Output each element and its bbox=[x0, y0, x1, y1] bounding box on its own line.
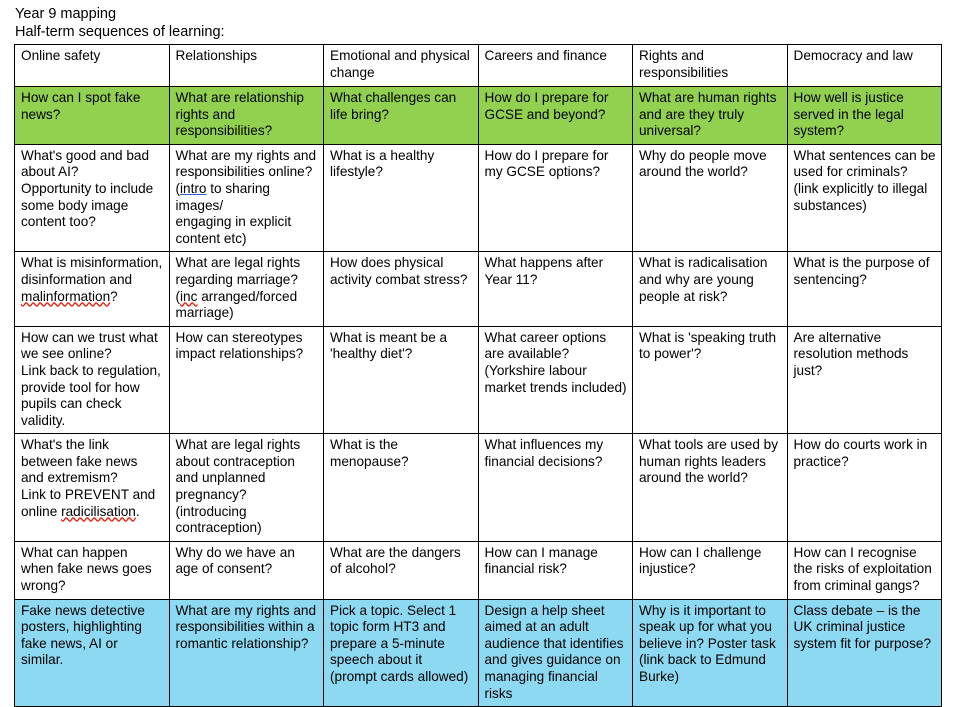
column-header-emotional-and-physical-change: Emotional and physical change bbox=[323, 44, 479, 87]
assessment-cell: Design a help sheet aimed at an adult au… bbox=[477, 598, 633, 707]
lesson-cell: What are the dangers of alcohol? bbox=[323, 540, 479, 600]
lesson-cell: What is 'speaking truth to power'? bbox=[632, 325, 788, 435]
column-header-online-safety: Online safety bbox=[14, 44, 170, 87]
document-title-line-2: Half-term sequences of learning: bbox=[15, 23, 225, 40]
big-question-cell: What challenges can life bring? bbox=[323, 86, 479, 145]
lesson-cell: What happens after Year 11? bbox=[477, 251, 633, 327]
lesson-cell: How can stereotypes impact relationships… bbox=[168, 325, 324, 435]
lesson-cell: What is misinformation, disinformation a… bbox=[14, 251, 170, 327]
lesson-cell: What are legal rights about contraceptio… bbox=[168, 433, 324, 542]
lesson-cell: What's the link between fake news and ex… bbox=[14, 433, 170, 542]
lesson-cell: How do courts work in practice? bbox=[786, 433, 942, 542]
document-heading: Year 9 mapping Half-term sequences of le… bbox=[15, 6, 955, 41]
lesson-cell: What is radicalisation and why are young… bbox=[632, 251, 788, 327]
lesson-cell: What tools are used by human rights lead… bbox=[632, 433, 788, 542]
big-question-row: How can I spot fake news? What are relat… bbox=[14, 86, 942, 145]
lesson-cell: What influences my financial decisions? bbox=[477, 433, 633, 542]
lesson-cell: What sentences can be used for criminals… bbox=[786, 143, 942, 253]
lesson-cell: How does physical activity combat stress… bbox=[323, 251, 479, 327]
assessment-cell: Fake news detective posters, highlightin… bbox=[14, 598, 170, 707]
lesson-cell: How can I challenge injustice? bbox=[632, 540, 788, 600]
lesson-cell: What is the menopause? bbox=[323, 433, 479, 542]
assessment-cell: What are my rights and responsibilities … bbox=[168, 598, 324, 707]
lesson-cell: How do I prepare for my GCSE options? bbox=[477, 143, 633, 253]
lesson-cell: What is a healthy lifestyle? bbox=[323, 143, 479, 253]
table-row: How can we trust what we see online? Lin… bbox=[14, 325, 942, 435]
lesson-cell: How can we trust what we see online? Lin… bbox=[14, 325, 170, 435]
column-header-rights-and-responsibilities: Rights and responsibilities bbox=[632, 44, 788, 87]
lesson-cell: Why do people move around the world? bbox=[632, 143, 788, 253]
curriculum-mapping-table: Online safety Relationships Emotional an… bbox=[14, 44, 942, 707]
column-header-democracy-and-law: Democracy and law bbox=[786, 44, 942, 87]
lesson-cell: Why do we have an age of consent? bbox=[168, 540, 324, 600]
lesson-cell: What can happen when fake news goes wron… bbox=[14, 540, 170, 600]
lesson-cell: What's good and bad about AI? Opportunit… bbox=[14, 143, 170, 253]
table-row: What can happen when fake news goes wron… bbox=[14, 540, 942, 600]
table-row: What's the link between fake news and ex… bbox=[14, 433, 942, 542]
document-page: Year 9 mapping Half-term sequences of le… bbox=[14, 6, 955, 707]
table-row: What's good and bad about AI? Opportunit… bbox=[14, 143, 942, 253]
assessment-row: Fake news detective posters, highlightin… bbox=[14, 598, 942, 707]
big-question-cell: How do I prepare for GCSE and beyond? bbox=[477, 86, 633, 145]
assessment-cell: Pick a topic. Select 1 topic form HT3 an… bbox=[323, 598, 479, 707]
big-question-cell: What are relationship rights and respons… bbox=[168, 86, 324, 145]
column-header-relationships: Relationships bbox=[168, 44, 324, 87]
column-header-careers-and-finance: Careers and finance bbox=[477, 44, 633, 87]
table-row: What is misinformation, disinformation a… bbox=[14, 251, 942, 327]
lesson-cell: What career options are available? (York… bbox=[477, 325, 633, 435]
lesson-cell: What is meant be a 'healthy diet'? bbox=[323, 325, 479, 435]
lesson-cell: What are legal rights regarding marriage… bbox=[168, 251, 324, 327]
big-question-cell: What are human rights and are they truly… bbox=[632, 86, 788, 145]
big-question-cell: How can I spot fake news? bbox=[14, 86, 170, 145]
assessment-cell: Class debate – is the UK criminal justic… bbox=[786, 598, 942, 707]
big-question-cell: How well is justice served in the legal … bbox=[786, 86, 942, 145]
lesson-cell: How can I recognise the risks of exploit… bbox=[786, 540, 942, 600]
lesson-cell: What is the purpose of sentencing? bbox=[786, 251, 942, 327]
lesson-cell: Are alternative resolution methods just? bbox=[786, 325, 942, 435]
lesson-cell: How can I manage financial risk? bbox=[477, 540, 633, 600]
assessment-cell: Why is it important to speak up for what… bbox=[632, 598, 788, 707]
lesson-cell: What are my rights and responsibilities … bbox=[168, 143, 324, 253]
table-header-row: Online safety Relationships Emotional an… bbox=[14, 44, 942, 87]
document-title-line-1: Year 9 mapping bbox=[15, 6, 117, 22]
